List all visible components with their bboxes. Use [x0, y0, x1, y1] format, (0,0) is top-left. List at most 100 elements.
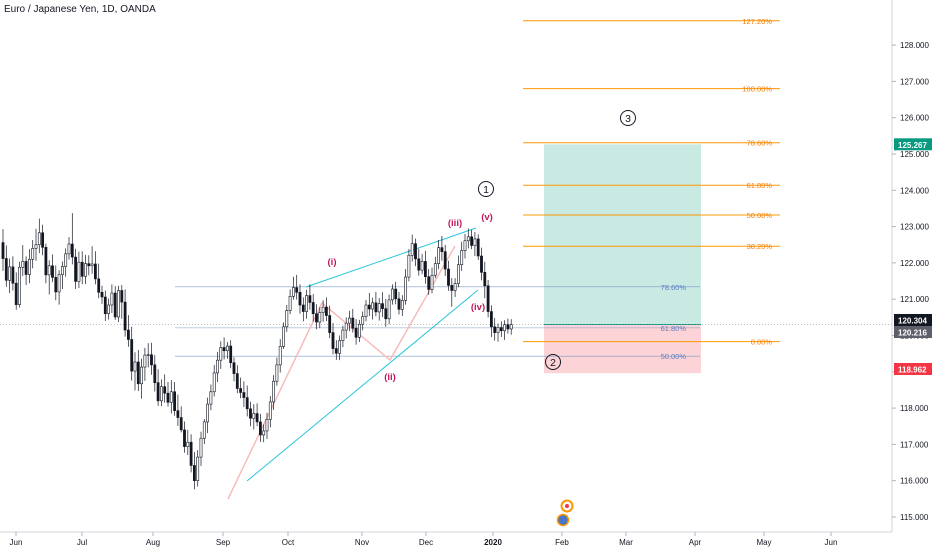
- candle-body: [64, 253, 68, 267]
- wedge-upper-line: [305, 227, 477, 288]
- circle-wave-marker: [620, 110, 636, 126]
- candle-body: [222, 347, 226, 352]
- fib-upper-label: 0.00%: [751, 338, 773, 347]
- candle-body: [423, 261, 427, 277]
- candle-body: [179, 417, 183, 431]
- candle-body: [354, 327, 358, 338]
- candle-body: [476, 238, 480, 257]
- candle-body: [44, 246, 48, 276]
- candle-body: [262, 430, 266, 436]
- price-tick-label: 115.000: [900, 513, 929, 522]
- candle-body: [443, 251, 447, 270]
- candle-body: [473, 238, 477, 246]
- fib-upper-label: 61.80%: [747, 181, 773, 190]
- wave-label: (iv): [471, 302, 485, 313]
- candle-body: [414, 243, 417, 260]
- candle-body: [150, 354, 153, 366]
- candle-body: [371, 302, 375, 310]
- time-tick-label: Dec: [419, 538, 433, 547]
- candle-body: [291, 287, 295, 297]
- candle-body: [331, 332, 335, 349]
- loss-zone: [544, 324, 701, 374]
- candle-body: [117, 290, 120, 318]
- time-tick-label: Aug: [146, 538, 160, 547]
- price-badge: [894, 363, 932, 375]
- candle-body: [499, 327, 503, 332]
- candle-body: [94, 263, 97, 280]
- candle-body: [209, 391, 213, 405]
- candle-body: [252, 413, 256, 419]
- candle-body: [460, 250, 464, 266]
- candle-body: [341, 329, 345, 341]
- candle-body: [47, 265, 51, 276]
- candle-body: [133, 361, 137, 372]
- fib-upper-label: 38.20%: [747, 242, 773, 251]
- candle-body: [272, 380, 276, 403]
- candle-body: [394, 288, 398, 300]
- candle-body: [51, 265, 54, 278]
- candle-body: [60, 266, 64, 275]
- candle-body: [506, 324, 510, 330]
- candle-body: [186, 441, 190, 447]
- candle-body: [433, 263, 437, 276]
- candle-body: [84, 263, 87, 277]
- candle-body: [328, 315, 332, 333]
- candle-body: [298, 292, 302, 306]
- time-tick-label: Nov: [355, 538, 369, 547]
- candle-body: [232, 362, 236, 374]
- candle-body: [173, 391, 177, 411]
- price-tick-label: 117.000: [900, 440, 929, 449]
- candle-body: [235, 373, 239, 389]
- profit-zone: [544, 144, 701, 325]
- fib-upper-label: 50.00%: [747, 211, 773, 220]
- candle-body: [381, 303, 384, 309]
- candle-body: [308, 295, 312, 303]
- candle-body: [166, 392, 170, 403]
- price-badge-label: 118.962: [898, 366, 927, 375]
- candle-body: [377, 303, 381, 313]
- wave-label: (i): [328, 257, 337, 268]
- candle-body: [318, 312, 322, 323]
- candle-body: [219, 347, 223, 361]
- wave-label: (iii): [448, 218, 462, 229]
- candle-body: [466, 236, 470, 242]
- fib-upper-label: 127.20%: [742, 17, 772, 26]
- candle-body: [265, 419, 269, 432]
- candle-body: [295, 287, 299, 293]
- candle-body: [364, 304, 368, 317]
- fib-lower-label: 78.60%: [661, 283, 687, 292]
- candle-body: [430, 274, 434, 290]
- candle-body: [489, 311, 493, 328]
- candle-body: [480, 255, 483, 273]
- candle-body: [324, 306, 328, 316]
- price-tick-label: 123.000: [900, 223, 929, 232]
- circle-wave-label: 1: [483, 184, 489, 196]
- candle-body: [387, 299, 391, 320]
- candle-body: [202, 421, 206, 439]
- candle-body: [410, 243, 414, 256]
- price-badge-label: 120.216: [898, 329, 927, 338]
- candle-body: [470, 236, 474, 246]
- candle-body: [127, 329, 130, 340]
- candle-body: [315, 313, 318, 323]
- candle-body: [24, 261, 28, 275]
- candle-body: [249, 408, 252, 419]
- chart-title: Euro / Japanese Yen, 1D, OANDA: [4, 4, 156, 15]
- candle-body: [437, 247, 441, 264]
- candle-body: [496, 327, 500, 333]
- candle-body: [384, 308, 388, 320]
- candle-body: [493, 326, 497, 333]
- candle-body: [4, 258, 8, 281]
- candle-body: [348, 317, 351, 324]
- candle-body: [509, 324, 513, 330]
- time-tick-label: Jun: [825, 538, 838, 547]
- wave-path: [227, 245, 456, 500]
- candle-body: [420, 261, 424, 271]
- price-tick-label: 116.000: [900, 477, 929, 486]
- candle-body: [77, 261, 81, 282]
- price-tick-label: 125.000: [900, 150, 929, 159]
- candle-body: [110, 292, 114, 306]
- candle-body: [80, 261, 84, 277]
